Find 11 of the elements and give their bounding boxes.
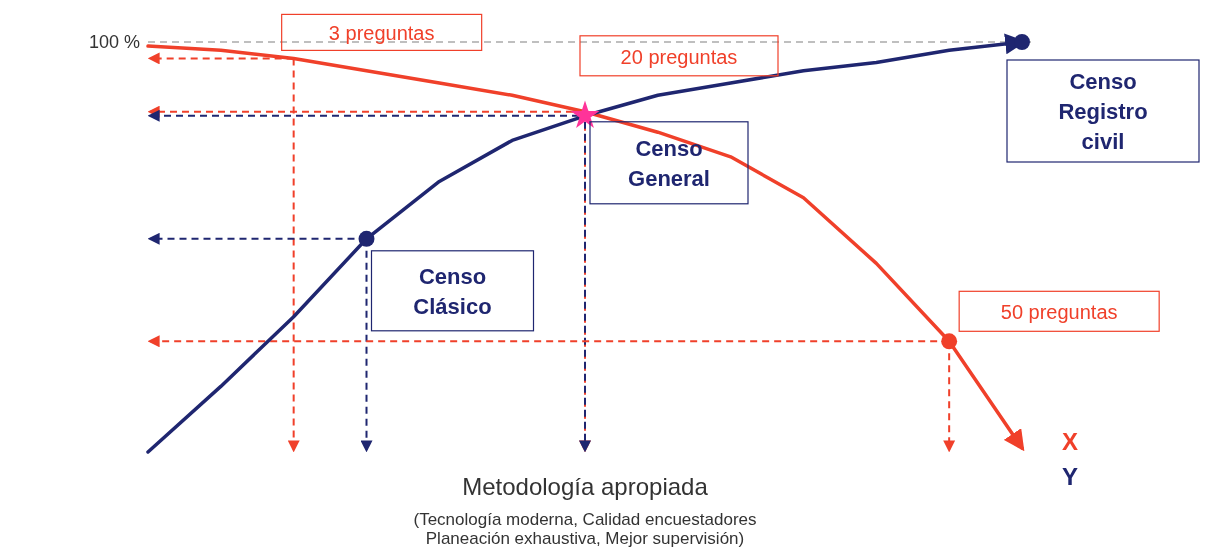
text: Y [1061, 463, 1079, 490]
annotation: 50 preguntas [1000, 301, 1118, 324]
ref-line-label: 100 % [88, 32, 140, 52]
annotation: Censo Clásico [413, 263, 492, 319]
annotation: 3 preguntas [328, 22, 435, 45]
series-label: X [1061, 428, 1079, 455]
text: (Tecnología moderna, Calidad encuestadores Planeación exhaustiva, Mejor supervisión) [413, 510, 757, 548]
text: Censo Registro civil [1058, 69, 1148, 154]
x-axis-title: Metodología apropiada [462, 473, 709, 500]
annotation: Censo General [628, 135, 710, 191]
annotation: 20 preguntas [620, 45, 738, 68]
